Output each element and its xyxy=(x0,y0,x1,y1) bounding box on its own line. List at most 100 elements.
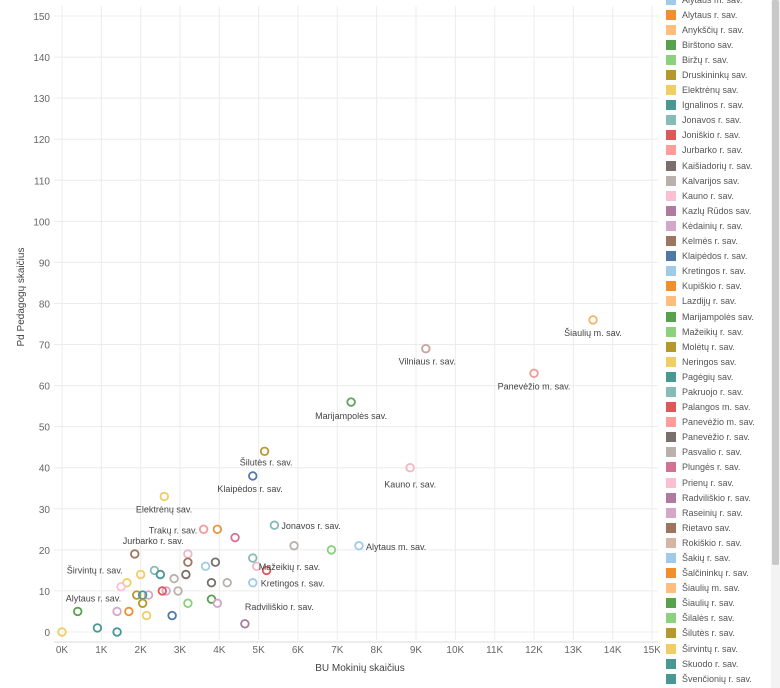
y-tick-label: 0 xyxy=(44,628,50,639)
legend-item[interactable]: Pasvalio r. sav. xyxy=(666,445,771,460)
legend-label: Ignalinos r. sav. xyxy=(682,100,744,111)
legend-item[interactable]: Šalčininkų r. sav. xyxy=(666,566,771,581)
point-label: Šiaulių m. sav. xyxy=(564,328,622,338)
legend-item[interactable]: Šakių r. sav. xyxy=(666,550,771,565)
data-point xyxy=(212,524,223,535)
legend-item[interactable]: Širvintų r. sav. xyxy=(666,641,771,656)
legend-item[interactable]: Neringos sav. xyxy=(666,354,771,369)
legend-label: Elektrėnų sav. xyxy=(682,85,739,96)
legend-item[interactable]: Kaišiadorių r. sav. xyxy=(666,158,771,173)
legend-item[interactable]: Elektrėnų sav. xyxy=(666,83,771,98)
legend-item[interactable]: Kalvarijos sav. xyxy=(666,173,771,188)
legend-swatch xyxy=(666,115,676,126)
legend-swatch xyxy=(666,553,676,564)
data-point xyxy=(73,606,83,617)
legend-item[interactable]: Šilalės r. sav. xyxy=(666,611,771,626)
legend-label: Skuodo r. sav. xyxy=(682,658,739,669)
legend-item[interactable]: Prienų r. sav. xyxy=(666,475,771,490)
data-point xyxy=(173,586,183,596)
legend-item[interactable]: Šiaulių m. sav. xyxy=(666,581,771,596)
legend-item[interactable]: Švenčionių r. sav. xyxy=(666,671,771,686)
data-point xyxy=(240,619,250,629)
legend-item[interactable]: Marijampolės sav. xyxy=(666,309,771,324)
legend-item[interactable]: Lazdijų r. sav. xyxy=(666,294,771,309)
legend-item[interactable]: Kauno r. sav. xyxy=(666,188,771,203)
legend-swatch xyxy=(666,537,676,548)
legend-item[interactable]: Kupiškio r. sav. xyxy=(666,279,771,294)
legend-item[interactable]: Birštono sav. xyxy=(666,37,771,52)
legend-item[interactable]: Biržų r. sav. xyxy=(666,52,771,67)
legend-item[interactable]: Radviliškio r. sav. xyxy=(666,490,771,505)
data-point xyxy=(155,569,166,580)
point-label: Šilutės r. sav. xyxy=(240,457,293,467)
legend-item[interactable]: Jonavos r. sav. xyxy=(666,113,771,128)
legend-swatch xyxy=(666,613,676,624)
legend-item[interactable]: Palangos m. sav. xyxy=(666,400,771,415)
legend-swatch xyxy=(666,175,676,186)
legend-item[interactable]: Kelmės r. sav. xyxy=(666,234,771,249)
legend-label: Druskininkų sav. xyxy=(682,70,748,81)
data-point xyxy=(112,606,122,617)
legend-label: Šilalės r. sav. xyxy=(682,613,735,624)
point-label: Elektrėnų sav. xyxy=(136,504,192,514)
legend-label: Širvintų r. sav. xyxy=(682,643,738,654)
legend-item[interactable]: Panevėžio r. sav. xyxy=(666,430,771,445)
legend-item[interactable]: Rietavo sav. xyxy=(666,520,771,535)
legend-label: Birštono sav. xyxy=(682,39,734,50)
legend-item[interactable]: Kretingos r. sav. xyxy=(666,264,771,279)
legend-item[interactable]: Joniškio r. sav. xyxy=(666,128,771,143)
legend-item[interactable]: Kazlų Rūdos sav. xyxy=(666,203,771,218)
legend-label: Panevėžio r. sav. xyxy=(682,432,750,443)
x-tick-label: 14K xyxy=(604,645,622,656)
legend-scrollbar-thumb[interactable] xyxy=(772,0,779,565)
legend-item[interactable]: Raseinių r. sav. xyxy=(666,505,771,520)
legend-item[interactable]: Panevėžio m. sav. xyxy=(666,415,771,430)
y-tick-label: 90 xyxy=(39,258,51,269)
legend-item[interactable]: Molėtų r. sav. xyxy=(666,339,771,354)
legend-item[interactable]: Alytaus r. sav. xyxy=(666,7,771,22)
legend-label: Kėdainių r. sav. xyxy=(682,220,743,231)
legend-item[interactable]: Klaipėdos r. sav. xyxy=(666,249,771,264)
data-point xyxy=(112,627,122,637)
legend-item[interactable]: Kėdainių r. sav. xyxy=(666,218,771,233)
legend-label: Pasvalio r. sav. xyxy=(682,447,742,458)
legend-item[interactable]: Šiaulių r. sav. xyxy=(666,596,771,611)
legend-swatch xyxy=(666,477,676,488)
legend-swatch xyxy=(666,9,676,20)
legend-item[interactable]: Alytaus m. sav. xyxy=(666,0,771,7)
legend-item[interactable]: Plungės r. sav. xyxy=(666,460,771,475)
legend-label: Joniškio r. sav. xyxy=(682,130,741,141)
data-point xyxy=(92,623,103,633)
data-point xyxy=(259,446,270,457)
x-tick-label: 8K xyxy=(371,645,384,656)
legend-item[interactable]: Jurbarko r. sav. xyxy=(666,143,771,158)
legend-label: Plungės r. sav. xyxy=(682,462,741,473)
legend-item[interactable]: Mažeikių r. sav. xyxy=(666,324,771,339)
legend-label: Panevėžio m. sav. xyxy=(682,417,755,428)
legend-item[interactable]: Pagėgių sav. xyxy=(666,369,771,384)
legend-item[interactable]: Ignalinos r. sav. xyxy=(666,98,771,113)
legend-label: Prienų r. sav. xyxy=(682,477,734,488)
legend-label: Radviliškio r. sav. xyxy=(682,492,751,503)
gridlines xyxy=(54,6,658,640)
y-tick-label: 20 xyxy=(39,546,51,557)
legend-label: Lazdijų r. sav. xyxy=(682,296,737,307)
data-point xyxy=(261,565,272,576)
x-tick-label: 11K xyxy=(486,645,503,656)
x-tick-label: 12K xyxy=(525,645,543,656)
data-point xyxy=(198,524,209,535)
legend-item[interactable]: Rokiškio r. sav. xyxy=(666,535,771,550)
legend-item[interactable]: Anykščių r. sav. xyxy=(666,22,771,37)
legend-item[interactable]: Šilutės r. sav. xyxy=(666,626,771,641)
point-label: Radviliškio r. sav. xyxy=(245,602,314,612)
legend-label: Molėtų r. sav. xyxy=(682,341,735,352)
point-label: Jurbarko r. sav. xyxy=(123,536,184,546)
legend-swatch xyxy=(666,266,676,277)
legend-item[interactable]: Skuodo r. sav. xyxy=(666,656,771,671)
data-point xyxy=(161,586,171,596)
legend-swatch xyxy=(666,326,676,337)
data-point xyxy=(57,627,67,637)
legend-item[interactable]: Druskininkų sav. xyxy=(666,67,771,82)
legend-item[interactable]: Pakruojo r. sav. xyxy=(666,384,771,399)
legend-label: Kelmės r. sav. xyxy=(682,236,738,247)
